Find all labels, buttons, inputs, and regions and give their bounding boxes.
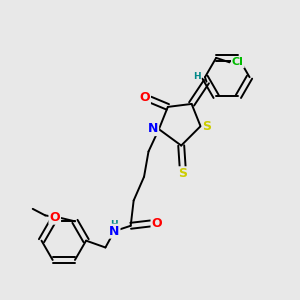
Text: O: O [139, 92, 150, 104]
Text: S: S [202, 120, 211, 133]
Text: N: N [148, 122, 158, 135]
Text: H: H [193, 72, 201, 81]
Text: H: H [110, 220, 117, 229]
Text: O: O [152, 217, 162, 230]
Text: S: S [178, 167, 187, 180]
Text: N: N [109, 225, 119, 238]
Text: Cl: Cl [232, 57, 244, 67]
Text: O: O [50, 211, 60, 224]
